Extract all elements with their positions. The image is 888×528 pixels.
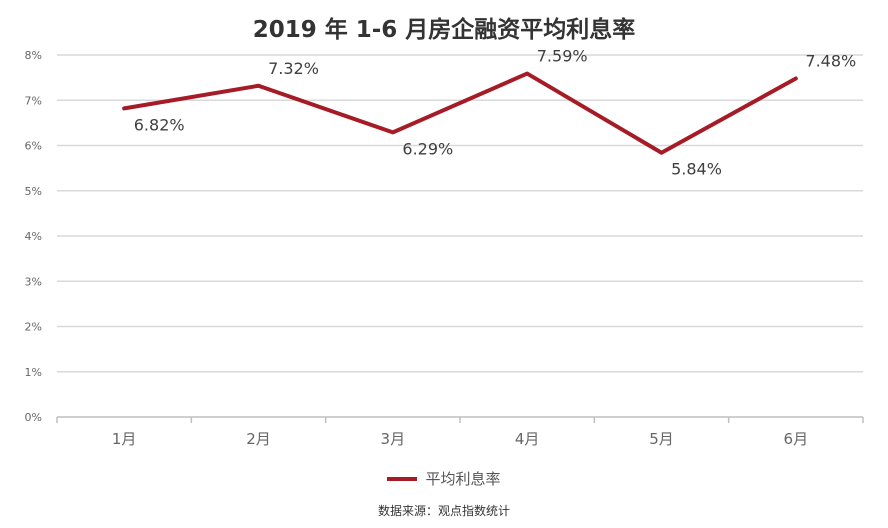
y-tick-label: 3% bbox=[25, 275, 42, 288]
chart-title: 2019 年 1-6 月房企融资平均利息率 bbox=[252, 17, 636, 43]
y-tick-label: 2% bbox=[25, 321, 42, 334]
y-tick-label: 6% bbox=[25, 140, 42, 153]
x-tick-label: 1月 bbox=[112, 430, 137, 448]
x-tick-label: 6月 bbox=[784, 430, 809, 448]
data-label: 7.59% bbox=[537, 47, 588, 66]
series-line bbox=[122, 71, 798, 155]
data-label: 6.29% bbox=[402, 139, 453, 158]
data-label: 7.32% bbox=[268, 59, 319, 78]
x-tick-label: 4月 bbox=[515, 430, 540, 448]
legend: 平均利息率 bbox=[0, 468, 888, 489]
y-tick-label: 0% bbox=[25, 411, 42, 424]
y-tick-label: 4% bbox=[25, 230, 42, 243]
data-label: 6.82% bbox=[134, 115, 185, 134]
source-note: 数据来源：观点指数统计 bbox=[377, 504, 510, 518]
y-tick-label: 7% bbox=[25, 94, 42, 107]
y-tick-label: 1% bbox=[25, 366, 42, 379]
x-tick-label: 2月 bbox=[246, 430, 271, 448]
line-chart: 0% 1% 2% 3% 4% 5% 6% 7% 8% 1月 2月 3月 4月 5月 6月 6.82% 7.32%… bbox=[25, 47, 864, 448]
legend-label: 平均利息率 bbox=[425, 470, 501, 488]
x-tick-label: 5月 bbox=[649, 430, 674, 448]
x-tick-label: 3月 bbox=[381, 430, 406, 448]
y-tick-label: 8% bbox=[25, 49, 42, 62]
y-tick-label: 5% bbox=[25, 185, 42, 198]
legend-swatch bbox=[387, 476, 418, 481]
data-label: 7.48% bbox=[805, 52, 856, 71]
data-label: 5.84% bbox=[671, 160, 722, 179]
